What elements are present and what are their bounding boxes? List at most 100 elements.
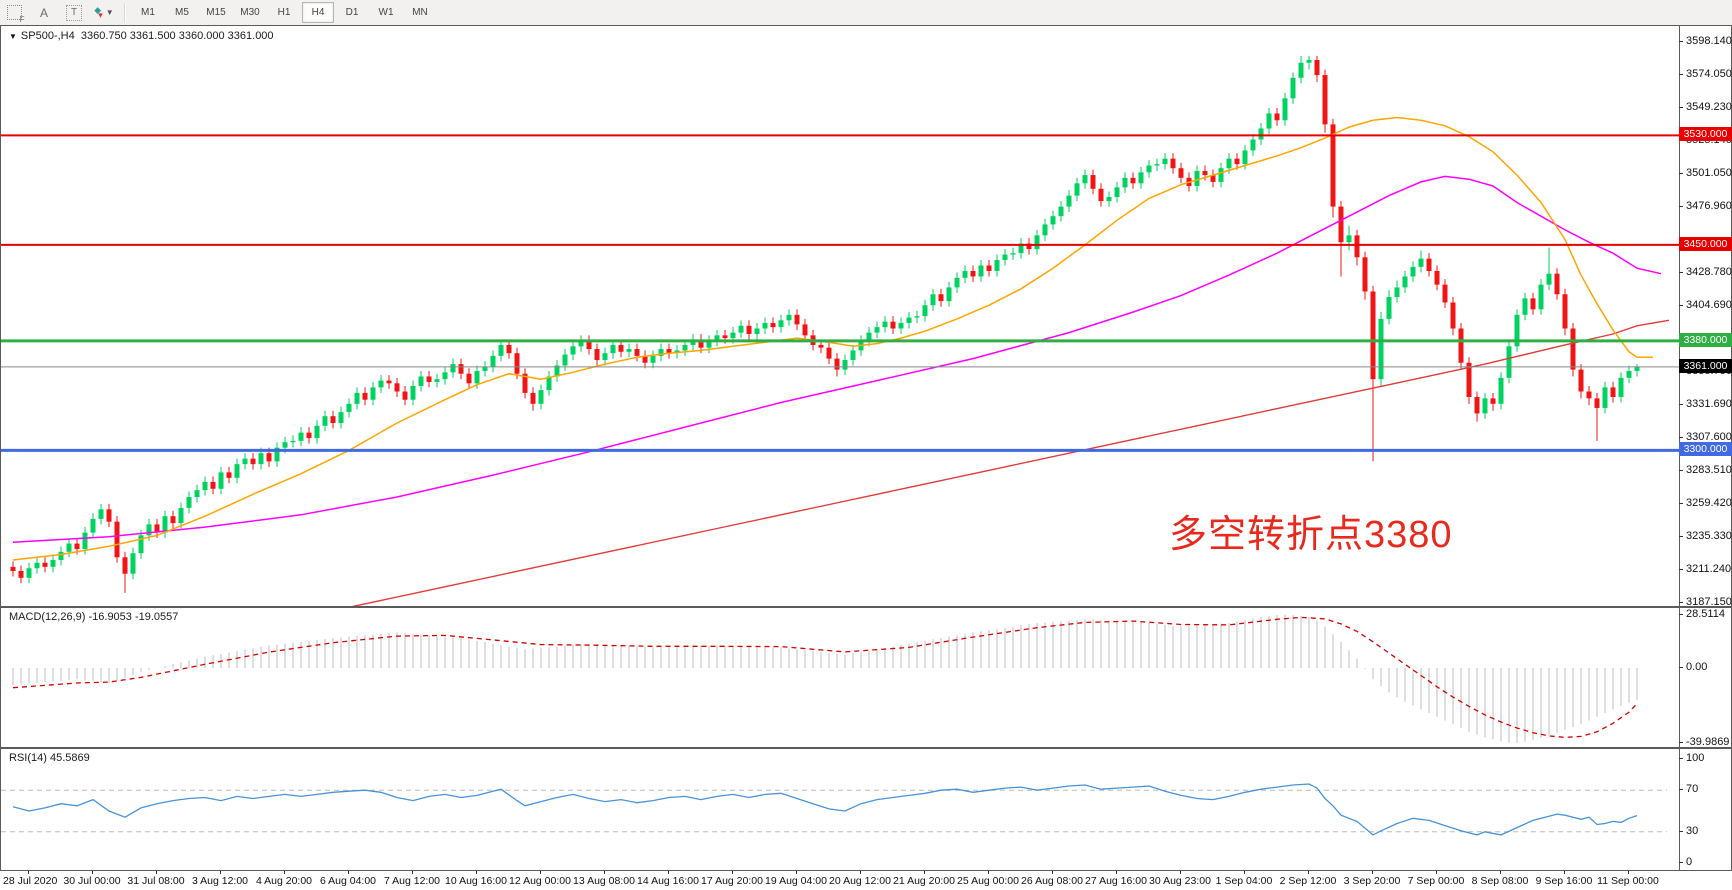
timeframe-button-M1[interactable]: M1 [141, 7, 155, 18]
rsi-panel[interactable]: RSI(14) 45.5869 [0, 748, 1732, 871]
bear-candle [522, 373, 528, 393]
bear-candle [426, 376, 432, 382]
bull-candle [322, 416, 328, 426]
axis-tick-label: 3211.240 [1686, 563, 1732, 575]
date-label: 17 Aug 20:00 [701, 875, 763, 887]
axis-tick [1679, 569, 1683, 570]
bear-candle [746, 325, 752, 334]
rsi-canvas[interactable] [1, 749, 1680, 870]
axis-tick [1679, 789, 1683, 790]
macd-signal-line[interactable] [12, 616, 1638, 739]
bear-candle [1330, 124, 1336, 207]
bear-candle [1098, 188, 1104, 202]
bear-candle [794, 314, 800, 325]
bear-candle [170, 516, 176, 524]
date-label: 26 Aug 08:00 [1021, 875, 1083, 887]
bull-candle [338, 412, 344, 424]
label-tool-icon[interactable]: T [64, 4, 84, 22]
timeframe-button-M5[interactable]: M5 [175, 7, 189, 18]
bull-candle [1506, 346, 1512, 378]
bull-candle [562, 354, 568, 366]
bull-candle [482, 366, 488, 371]
bull-candle [882, 321, 888, 328]
axis-tick [1679, 206, 1683, 207]
bull-candle [58, 551, 64, 561]
bear-candle [1610, 387, 1616, 397]
axis-tick [1679, 404, 1683, 405]
bear-candle [1322, 75, 1328, 125]
macd-panel[interactable]: MACD(12,26,9) -16.9053 -19.0557 [0, 607, 1732, 748]
bull-candle [1378, 318, 1384, 380]
dropdown-caret-icon[interactable]: ▼ [105, 8, 114, 17]
bull-candle [1122, 177, 1128, 188]
rsi-line[interactable] [12, 783, 1638, 836]
bear-candle [1450, 302, 1456, 329]
bear-candle [10, 566, 16, 571]
date-axis[interactable]: 28 Jul 2020 30 Jul 00:00 31 Jul 08:00 3 Aug… [0, 871, 1732, 890]
bull-candle [1602, 387, 1608, 408]
ma-mid-line[interactable] [12, 175, 1662, 543]
bear-candle [618, 344, 624, 352]
bull-candle [298, 432, 304, 441]
bull-candle [706, 340, 712, 348]
text-tool-icon[interactable]: A [39, 5, 48, 20]
bull-candle [1042, 224, 1048, 236]
price-axis[interactable]: 3598.1403574.0503549.2303525.1403501.050… [1679, 25, 1732, 871]
axis-tick-label: 3307.600 [1686, 431, 1732, 443]
bull-candle [130, 553, 136, 574]
bear-candle [1466, 362, 1472, 397]
arrows-tool-icon[interactable]: ◆ ▾ ▼ [94, 4, 114, 20]
resistance-3450-price-tag: 3450.000 [1679, 236, 1732, 251]
bear-candle [890, 321, 896, 329]
timeframe-button-D1[interactable]: D1 [345, 7, 359, 18]
bull-candle [1258, 128, 1264, 140]
timeframe-button-MN[interactable]: MN [412, 7, 428, 18]
main-chart-canvas[interactable] [1, 26, 1680, 606]
axis-tick [1679, 503, 1683, 504]
bull-candle [730, 332, 736, 339]
date-tick [1180, 871, 1181, 874]
bear-candle [1314, 60, 1320, 76]
bear-candle [458, 364, 464, 374]
date-tick [28, 871, 29, 874]
date-tick [540, 871, 541, 874]
axis-tick-label: 3187.150 [1686, 596, 1732, 608]
axis-tick-label: 0.00 [1686, 661, 1708, 673]
bull-candle [498, 344, 504, 356]
symbol-name: SP500-,H4 [20, 30, 75, 42]
bear-candle [594, 349, 600, 361]
timeframe-button-M15[interactable]: M15 [206, 7, 226, 18]
bear-candle [122, 557, 128, 574]
bear-candle [1234, 158, 1240, 165]
bear-candle [1530, 298, 1536, 310]
bull-candle [370, 387, 376, 400]
main-chart-panel[interactable]: ▼ SP500-,H4 3360.750 3361.500 3360.000 33… [0, 25, 1732, 607]
bull-candle [146, 524, 152, 536]
date-label: 13 Aug 08:00 [573, 875, 635, 887]
macd-canvas[interactable] [1, 608, 1680, 747]
bull-candle [234, 464, 240, 478]
bull-candle [778, 320, 784, 328]
axis-tick [1679, 437, 1683, 438]
date-label: 30 Aug 23:00 [1149, 875, 1211, 887]
support-3300-price-tag: 3300.000 [1679, 442, 1732, 457]
bull-candle [714, 335, 720, 341]
date-label: 12 Aug 00:00 [509, 875, 571, 887]
chevron-down-icon[interactable]: ▼ [9, 32, 17, 41]
date-label: 8 Sep 08:00 [1471, 875, 1529, 887]
axis-tick [1679, 107, 1683, 108]
timeframe-button-H1[interactable]: H1 [277, 7, 291, 18]
bull-candle [1626, 370, 1632, 378]
timeframe-button-H4[interactable]: H4 [302, 2, 334, 23]
timeframe-button-M30[interactable]: M30 [240, 7, 260, 18]
axis-tick-label: 28.5114 [1686, 608, 1725, 620]
date-label: 1 Sep 04:00 [1215, 875, 1273, 887]
axis-tick-label: 3476.960 [1686, 200, 1732, 212]
ma-fast-line[interactable] [12, 116, 1653, 561]
bull-candle [578, 340, 584, 347]
timeframe-button-W1[interactable]: W1 [378, 7, 394, 18]
fibonacci-tool-icon[interactable]: F [4, 4, 25, 24]
date-label: 2 Sep 12:00 [1279, 875, 1337, 887]
axis-tick [1679, 305, 1683, 306]
bull-candle [1386, 296, 1392, 319]
